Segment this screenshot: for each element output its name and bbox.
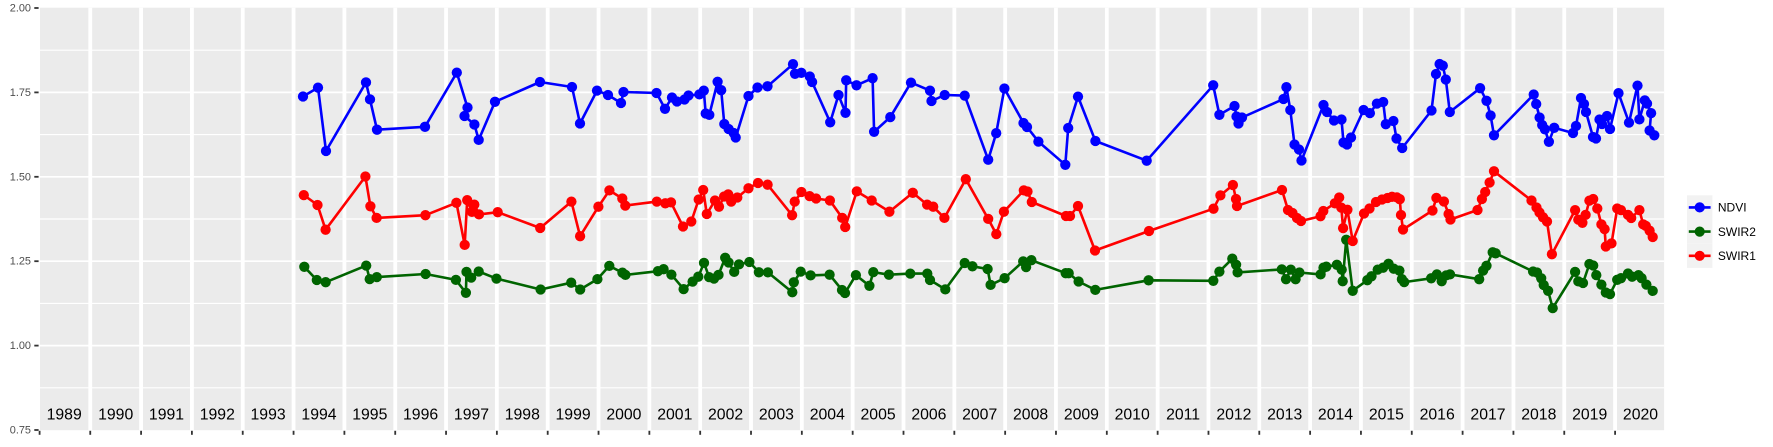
svg-text:2017: 2017: [1470, 407, 1505, 424]
svg-text:1.25: 1.25: [10, 256, 31, 268]
svg-text:1992: 1992: [200, 407, 235, 424]
svg-text:1989: 1989: [47, 407, 82, 424]
svg-text:1995: 1995: [352, 407, 387, 424]
svg-text:2005: 2005: [861, 407, 896, 424]
svg-text:1990: 1990: [98, 407, 133, 424]
svg-text:2000: 2000: [606, 407, 641, 424]
svg-text:1994: 1994: [301, 407, 336, 424]
svg-text:2014: 2014: [1318, 407, 1353, 424]
svg-text:1991: 1991: [149, 407, 184, 424]
svg-text:2007: 2007: [962, 407, 997, 424]
svg-text:2010: 2010: [1115, 407, 1150, 424]
svg-text:2006: 2006: [911, 407, 946, 424]
svg-text:SWIR2: SWIR2: [1718, 225, 1756, 239]
svg-text:2.00: 2.00: [10, 3, 31, 15]
svg-text:2020: 2020: [1623, 407, 1658, 424]
svg-text:1998: 1998: [505, 407, 540, 424]
svg-text:2013: 2013: [1267, 407, 1302, 424]
svg-text:1.50: 1.50: [10, 171, 31, 183]
svg-text:1993: 1993: [251, 407, 286, 424]
svg-text:2019: 2019: [1572, 407, 1607, 424]
svg-text:2016: 2016: [1420, 407, 1455, 424]
svg-text:2009: 2009: [1064, 407, 1099, 424]
svg-text:1997: 1997: [454, 407, 489, 424]
svg-text:1.75: 1.75: [10, 87, 31, 99]
svg-text:2015: 2015: [1369, 407, 1404, 424]
svg-text:2008: 2008: [1013, 407, 1048, 424]
svg-text:2011: 2011: [1166, 407, 1200, 424]
svg-text:SWIR1: SWIR1: [1718, 249, 1756, 263]
svg-text:1.00: 1.00: [10, 340, 31, 352]
svg-text:2018: 2018: [1521, 407, 1556, 424]
svg-text:2003: 2003: [759, 407, 794, 424]
svg-text:0.75: 0.75: [10, 425, 31, 437]
svg-text:2002: 2002: [708, 407, 743, 424]
svg-text:2004: 2004: [810, 407, 845, 424]
svg-text:2001: 2001: [657, 407, 692, 424]
svg-text:1999: 1999: [556, 407, 591, 424]
svg-text:NDVI: NDVI: [1718, 201, 1747, 215]
svg-text:1996: 1996: [403, 407, 438, 424]
svg-text:2012: 2012: [1216, 407, 1251, 424]
